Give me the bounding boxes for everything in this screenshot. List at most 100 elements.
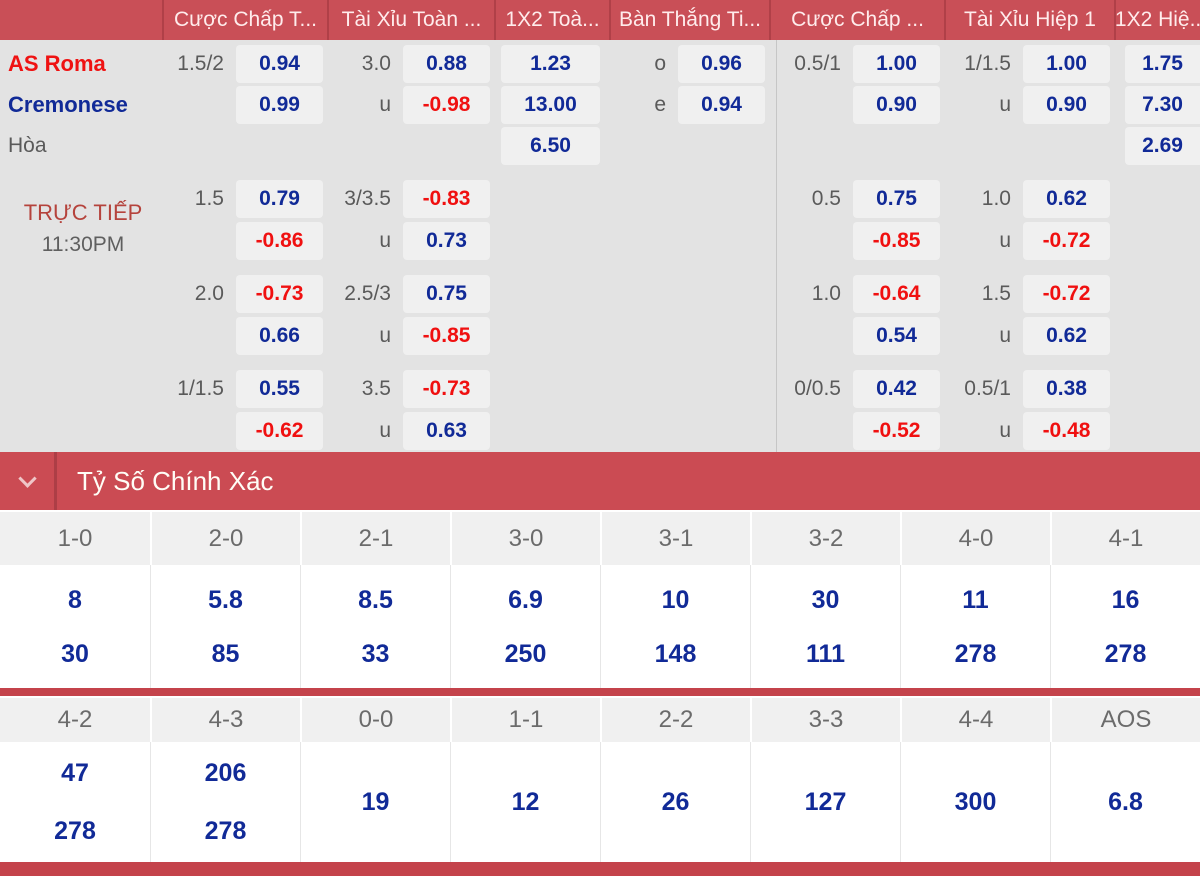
odds-cell[interactable]: 2.69	[1125, 127, 1200, 165]
odds-cell[interactable]: 0.62	[1023, 180, 1110, 218]
score-odds-value[interactable]: 206	[204, 759, 247, 787]
odds-cell[interactable]: 0.55	[236, 370, 323, 408]
odds-cell[interactable]: 0.63	[403, 412, 490, 450]
score-odds-value[interactable]: 6.8	[1108, 788, 1143, 816]
score-odds-cell[interactable]: 26	[600, 742, 750, 862]
odds-cell[interactable]: -0.86	[236, 222, 323, 260]
odds-cell[interactable]: 0.75	[853, 180, 940, 218]
odds-cell[interactable]: -0.52	[853, 412, 940, 450]
draw-label: Hòa	[8, 134, 47, 157]
score-odds-value[interactable]: 8	[68, 585, 82, 614]
score-odds-cell[interactable]: 300	[900, 742, 1050, 862]
score-odds-value[interactable]: 33	[361, 639, 390, 668]
odds-cell[interactable]: 0.75	[403, 275, 490, 313]
score-label: 3-3	[750, 698, 900, 742]
score-odds-value[interactable]: 12	[511, 788, 540, 816]
odds-cell[interactable]: 0.79	[236, 180, 323, 218]
odds-cell[interactable]: -0.85	[853, 222, 940, 260]
score-odds-value[interactable]: 30	[811, 585, 840, 614]
score-odds-cell[interactable]: 127	[750, 742, 900, 862]
handicap-line: 0/0.5	[794, 377, 841, 400]
overunder-line: 3.0	[361, 52, 391, 75]
score-label: 2-1	[300, 512, 450, 565]
score-odds-value[interactable]: 47	[61, 759, 89, 787]
score-odds-value[interactable]: 6.9	[508, 585, 543, 614]
odds-cell[interactable]: 0.88	[403, 45, 490, 83]
overunder-line: 1.5	[981, 282, 1011, 305]
score-odds-cell[interactable]: 30 111	[750, 565, 900, 688]
score-odds-cell[interactable]: 6.9 250	[450, 565, 600, 688]
odds-cell[interactable]: -0.72	[1023, 275, 1110, 313]
odds-cell[interactable]: 0.54	[853, 317, 940, 355]
score-odds-value[interactable]: 278	[954, 639, 997, 668]
score-odds-cell[interactable]: 19	[300, 742, 450, 862]
score-header-row-2: 4-2 4-3 0-0 1-1 2-2 3-3 4-4 AOS	[0, 696, 1200, 742]
score-odds-value[interactable]: 278	[1104, 639, 1147, 668]
score-label: 4-3	[150, 698, 300, 742]
odds-cell[interactable]: 0.90	[1023, 86, 1110, 124]
odds-cell[interactable]: 0.73	[403, 222, 490, 260]
score-odds-value[interactable]: 85	[211, 639, 240, 668]
odds-cell[interactable]: 1.00	[853, 45, 940, 83]
score-odds-value[interactable]: 19	[361, 788, 390, 816]
score-odds-cell[interactable]: 8 30	[0, 565, 150, 688]
odds-cell[interactable]: -0.62	[236, 412, 323, 450]
score-odds-value[interactable]: 250	[504, 639, 547, 668]
score-odds-value[interactable]: 127	[804, 788, 847, 816]
score-odds-cell[interactable]: 47 278	[0, 742, 150, 862]
handicap-line: 1.5	[194, 187, 224, 210]
live-label: TRỰC TIẾP	[23, 200, 143, 225]
score-odds-value[interactable]: 10	[661, 585, 690, 614]
odds-cell[interactable]: -0.98	[403, 86, 490, 124]
score-odds-cell[interactable]: 206 278	[150, 742, 300, 862]
odds-cell[interactable]: 0.38	[1023, 370, 1110, 408]
odds-cell[interactable]: 0.62	[1023, 317, 1110, 355]
odds-cell[interactable]: -0.73	[403, 370, 490, 408]
score-odds-value[interactable]: 148	[654, 639, 697, 668]
score-odds-cell[interactable]: 10 148	[600, 565, 750, 688]
score-odds-value[interactable]: 278	[204, 817, 247, 845]
odds-cell[interactable]: 0.96	[678, 45, 765, 83]
odds-cell[interactable]: 7.30	[1125, 86, 1200, 124]
odds-cell[interactable]: 0.99	[236, 86, 323, 124]
odds-cell[interactable]: 1.00	[1023, 45, 1110, 83]
odds-cell[interactable]: 0.66	[236, 317, 323, 355]
odds-group: 2.0 -0.73 2.5/3 0.75 1.0 -0.64 1.5 -0.72…	[0, 275, 1200, 355]
col-header-overunder-h1: Tài Xỉu Hiệp 1	[944, 0, 1114, 40]
score-odds-value[interactable]: 11	[962, 585, 989, 614]
odds-cell[interactable]: -0.48	[1023, 412, 1110, 450]
score-odds-cell[interactable]: 11 278	[900, 565, 1050, 688]
even-side-label: e	[654, 93, 666, 116]
score-odds-value[interactable]: 300	[954, 788, 997, 816]
odds-cell[interactable]: 1.75	[1125, 45, 1200, 83]
odds-cell[interactable]: -0.85	[403, 317, 490, 355]
odds-cell[interactable]: 1.23	[501, 45, 600, 83]
collapse-toggle[interactable]	[0, 452, 57, 510]
odds-cell[interactable]: 0.42	[853, 370, 940, 408]
score-odds-value[interactable]: 5.8	[208, 585, 243, 614]
odds-cell[interactable]: -0.72	[1023, 222, 1110, 260]
score-odds-value[interactable]: 111	[806, 639, 845, 668]
odds-cell[interactable]: 13.00	[501, 86, 600, 124]
score-odds-value[interactable]: 26	[661, 788, 690, 816]
score-odds-cell[interactable]: 5.8 85	[150, 565, 300, 688]
score-odds-cell[interactable]: 8.5 33	[300, 565, 450, 688]
score-label: 1-0	[57, 524, 93, 552]
score-odds-cell[interactable]: 6.8	[1050, 742, 1200, 862]
score-odds-value[interactable]: 278	[54, 817, 96, 845]
odds-cell[interactable]: 6.50	[501, 127, 600, 165]
odds-cell[interactable]: -0.83	[403, 180, 490, 218]
score-label: 3-1	[600, 512, 750, 565]
score-odds-value[interactable]: 8.5	[358, 585, 393, 614]
odds-cell[interactable]: 0.94	[678, 86, 765, 124]
score-label: 4-2	[57, 706, 93, 733]
odds-cell[interactable]: 0.94	[236, 45, 323, 83]
score-odds-cell[interactable]: 16 278	[1050, 565, 1200, 688]
score-odds-value[interactable]: 16	[1111, 585, 1140, 614]
correct-score-section-header[interactable]: Tỷ Số Chính Xác	[0, 452, 1200, 510]
odds-cell[interactable]: -0.73	[236, 275, 323, 313]
score-odds-value[interactable]: 30	[61, 639, 89, 668]
odds-cell[interactable]: -0.64	[853, 275, 940, 313]
odds-cell[interactable]: 0.90	[853, 86, 940, 124]
score-odds-cell[interactable]: 12	[450, 742, 600, 862]
